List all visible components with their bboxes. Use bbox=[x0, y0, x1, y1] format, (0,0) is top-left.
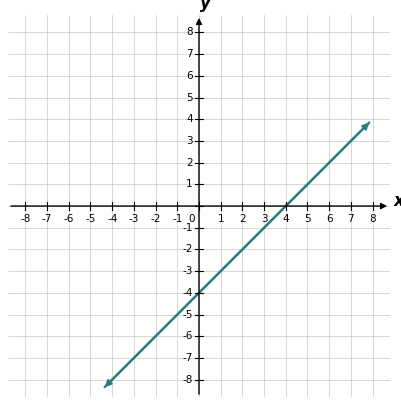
Text: -8: -8 bbox=[182, 375, 192, 385]
Text: -3: -3 bbox=[182, 266, 192, 276]
Text: 3: 3 bbox=[186, 136, 192, 146]
Text: 5: 5 bbox=[186, 93, 192, 102]
Text: 4: 4 bbox=[282, 214, 288, 224]
Text: -3: -3 bbox=[128, 214, 139, 224]
Text: -2: -2 bbox=[182, 244, 192, 255]
Text: -1: -1 bbox=[172, 214, 182, 224]
Text: -5: -5 bbox=[85, 214, 95, 224]
Text: 4: 4 bbox=[186, 114, 192, 124]
Text: -4: -4 bbox=[182, 288, 192, 298]
Text: 8: 8 bbox=[186, 27, 192, 38]
Text: 7: 7 bbox=[186, 49, 192, 59]
Text: -6: -6 bbox=[63, 214, 74, 224]
Text: -1: -1 bbox=[182, 223, 192, 233]
Text: -2: -2 bbox=[150, 214, 160, 224]
Text: 7: 7 bbox=[347, 214, 353, 224]
Text: 5: 5 bbox=[304, 214, 310, 224]
Text: 3: 3 bbox=[260, 214, 267, 224]
Text: 1: 1 bbox=[217, 214, 223, 224]
Text: -5: -5 bbox=[182, 310, 192, 319]
Text: 1: 1 bbox=[186, 180, 192, 189]
Text: 6: 6 bbox=[325, 214, 332, 224]
Text: 2: 2 bbox=[239, 214, 245, 224]
Text: 0: 0 bbox=[188, 214, 194, 224]
Text: y: y bbox=[199, 0, 210, 12]
Text: 6: 6 bbox=[186, 71, 192, 81]
Text: -4: -4 bbox=[107, 214, 117, 224]
Text: -8: -8 bbox=[20, 214, 30, 224]
Text: 8: 8 bbox=[369, 214, 375, 224]
Text: 2: 2 bbox=[186, 157, 192, 168]
Text: x: x bbox=[392, 192, 401, 210]
Text: -6: -6 bbox=[182, 331, 192, 341]
Text: -7: -7 bbox=[42, 214, 52, 224]
Text: -7: -7 bbox=[182, 353, 192, 363]
